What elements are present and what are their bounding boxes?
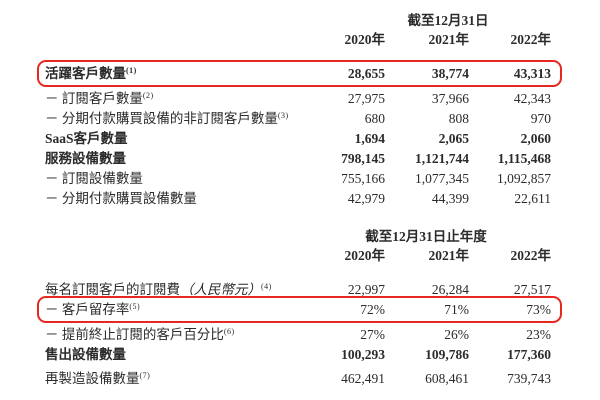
row-label: 活躍客戶數量(1): [45, 66, 137, 81]
row-label: － 提前終止訂閱的客戶百分比(6): [45, 327, 235, 342]
row-label: － 客戶留存率(5): [45, 302, 141, 317]
value-2021: 109,786: [425, 347, 469, 362]
value-2021: 38,774: [431, 66, 469, 81]
table-row: 每名訂閱客戶的訂閱費（人民幣元）(4) 22,997 26,284 27,517: [45, 280, 551, 300]
table1-year-2021: 2021年: [428, 32, 470, 47]
table-row: － 客戶留存率(5) 72% 71% 73%: [37, 296, 562, 323]
row-label: 再製造設備數量(7): [45, 371, 151, 386]
table-row: SaaS客戶數量 1,694 2,065 2,060: [45, 129, 551, 149]
value-2021: 2,065: [438, 131, 469, 146]
value-2022: 739,743: [507, 371, 551, 386]
value-2022: 970: [530, 111, 551, 126]
value-2020: 100,293: [341, 347, 385, 362]
value-2021: 71%: [444, 302, 469, 317]
value-2020: 28,655: [347, 66, 385, 81]
table2-period-header-row: 截至12月31日止年度: [45, 228, 551, 246]
value-2020: 42,979: [347, 191, 385, 206]
value-2022: 177,360: [507, 347, 551, 362]
row-label: － 訂閱設備數量: [45, 171, 143, 186]
value-2020: 680: [364, 111, 385, 126]
value-2021: 608,461: [425, 371, 469, 386]
value-2020: 462,491: [341, 371, 385, 386]
value-2020: 27,975: [347, 91, 385, 106]
metrics-table-year-ended: 截至12月31日止年度 2020年 2021年 2022年 每名訂閱客戶的訂閱費…: [37, 228, 562, 389]
table1-period-header-row: 截至12月31日: [45, 12, 551, 30]
table2-year-2020: 2020年: [344, 248, 386, 263]
value-2021: 37,966: [431, 91, 469, 106]
table1-year-2020: 2020年: [344, 32, 386, 47]
table1-period-header: 截至12月31日: [407, 13, 489, 28]
table-row: 再製造設備數量(7) 462,491 608,461 739,743: [45, 369, 551, 389]
value-2020: 22,997: [347, 282, 385, 297]
row-label: － 分期付款購買設備數量: [45, 191, 197, 206]
value-2020: 755,166: [341, 171, 385, 186]
table1-year-2022: 2022年: [510, 32, 552, 47]
value-2022: 2,060: [520, 131, 551, 146]
table-row: － 提前終止訂閱的客戶百分比(6) 27% 26% 23%: [45, 325, 551, 345]
table2-year-2022: 2022年: [510, 248, 552, 263]
table-row: － 訂閱設備數量 755,166 1,077,345 1,092,857: [45, 169, 551, 189]
value-2020: 798,145: [341, 151, 385, 166]
value-2022: 43,313: [513, 66, 551, 81]
value-2022: 23%: [526, 327, 551, 342]
row-label: － 訂閱客戶數量(2): [45, 91, 154, 106]
value-2020: 72%: [360, 302, 385, 317]
value-2021: 808: [448, 111, 469, 126]
value-2021: 26,284: [431, 282, 469, 297]
row-label: － 分期付款購買設備的非訂閱客戶數量(3): [45, 111, 289, 126]
row-label: 服務設備數量: [45, 151, 126, 166]
table-row: － 分期付款購買設備數量 42,979 44,399 22,611: [45, 189, 551, 209]
value-2022: 1,115,468: [497, 151, 551, 166]
row-label: 每名訂閱客戶的訂閱費（人民幣元）(4): [45, 282, 272, 297]
value-2021: 1,121,744: [415, 151, 469, 166]
table-row: － 分期付款購買設備的非訂閱客戶數量(3) 680 808 970: [45, 109, 551, 129]
value-2021: 26%: [444, 327, 469, 342]
table1-body: 活躍客戶數量(1) 28,655 38,774 43,313 － 訂閱客戶數量(…: [37, 60, 562, 209]
value-2022: 27,517: [513, 282, 551, 297]
table2-period-header: 截至12月31日止年度: [365, 229, 487, 244]
table-row: － 訂閱客戶數量(2) 27,975 37,966 42,343: [45, 89, 551, 109]
value-2021: 44,399: [431, 191, 469, 206]
value-2021: 1,077,345: [415, 171, 469, 186]
table-row: 活躍客戶數量(1) 28,655 38,774 43,313: [37, 60, 562, 87]
table2-year-2021: 2021年: [428, 248, 470, 263]
table1-year-header-row: 2020年 2021年 2022年: [45, 30, 552, 50]
row-label: 售出設備數量: [45, 347, 126, 362]
value-2022: 73%: [526, 302, 551, 317]
table-row: 服務設備數量 798,145 1,121,744 1,115,468: [45, 149, 551, 169]
table2-year-header-row: 2020年 2021年 2022年: [45, 246, 552, 266]
value-2022: 42,343: [513, 91, 551, 106]
value-2022: 1,092,857: [497, 171, 551, 186]
metrics-table-period-end: 截至12月31日 2020年 2021年 2022年 活躍客戶數量(1) 28,…: [37, 12, 562, 209]
row-label: SaaS客戶數量: [45, 131, 128, 146]
value-2020: 27%: [360, 327, 385, 342]
table2-body: 每名訂閱客戶的訂閱費（人民幣元）(4) 22,997 26,284 27,517…: [37, 280, 562, 389]
value-2022: 22,611: [514, 191, 551, 206]
value-2020: 1,694: [354, 131, 385, 146]
table-row: 售出設備數量 100,293 109,786 177,360: [45, 345, 551, 365]
